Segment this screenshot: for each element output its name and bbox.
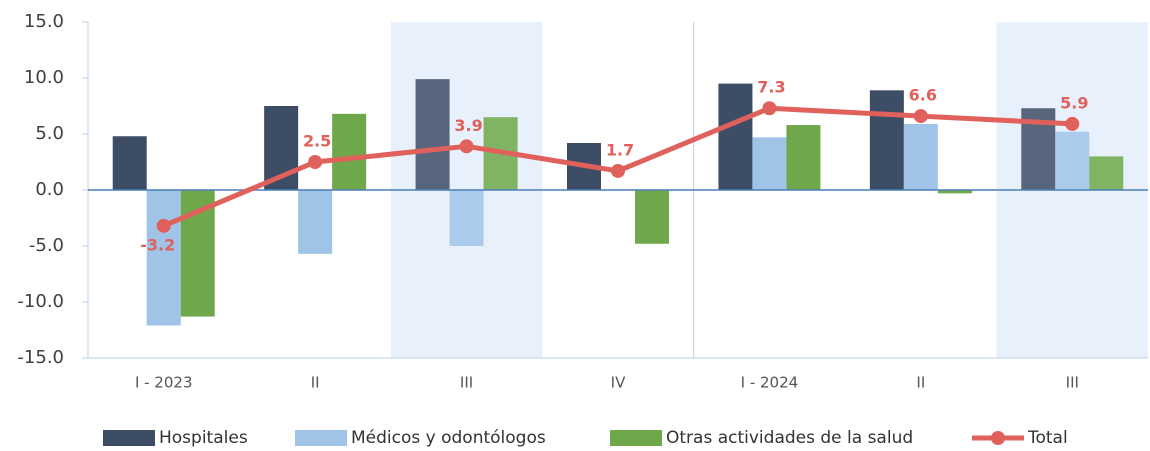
x-tick-label: II (916, 374, 925, 392)
line-point (308, 155, 323, 169)
legend-swatch (295, 430, 347, 446)
value-label: 6.6 (909, 86, 937, 105)
value-label: 5.9 (1060, 93, 1088, 112)
bar (332, 113, 367, 190)
value-label: 3.9 (454, 116, 482, 135)
y-tick-label: -10.0 (17, 291, 64, 312)
line-point (459, 139, 474, 154)
x-tick-label: I - 2024 (741, 374, 799, 392)
legend-marker (991, 431, 1005, 445)
y-tick-label: 15.0 (24, 11, 64, 32)
y-tick-label: -5.0 (29, 235, 64, 256)
bar (903, 123, 938, 190)
y-tick-label: 5.0 (35, 123, 64, 144)
line-point (762, 101, 777, 116)
bar (635, 190, 669, 244)
legend-swatch (103, 430, 155, 446)
y-tick-label: 10.0 (24, 67, 64, 88)
bar (786, 125, 821, 190)
line-point (611, 163, 625, 178)
x-tick-label: II (311, 374, 320, 392)
line-point (156, 218, 171, 233)
bar (1089, 156, 1124, 190)
value-label: 1.7 (606, 140, 634, 159)
legend-label: Médicos y odontólogos (351, 428, 546, 448)
x-tick-label: IV (611, 374, 626, 392)
bar (112, 136, 147, 190)
x-tick-label: III (1066, 374, 1079, 392)
value-label: 2.5 (303, 132, 331, 151)
value-label: 7.3 (757, 78, 785, 97)
line-point (1065, 116, 1080, 131)
bar (1055, 131, 1090, 190)
legend-swatch (610, 430, 662, 446)
line-point (913, 109, 928, 124)
x-tick-label: III (460, 374, 473, 392)
bar (415, 79, 450, 190)
y-tick-label: 0.0 (35, 179, 64, 200)
bar (718, 83, 753, 190)
bar (449, 190, 484, 246)
legend-label: Total (1027, 428, 1068, 448)
x-tick-label: I - 2023 (135, 374, 193, 392)
bar (146, 190, 181, 326)
bar (298, 190, 333, 254)
y-tick-label: -15.0 (17, 347, 64, 368)
bar (869, 90, 904, 190)
bar (937, 190, 972, 194)
bar (752, 137, 787, 190)
legend-label: Hospitales (159, 428, 248, 448)
legend-label: Otras actividades de la salud (666, 428, 913, 448)
value-label: -3.2 (140, 235, 175, 254)
